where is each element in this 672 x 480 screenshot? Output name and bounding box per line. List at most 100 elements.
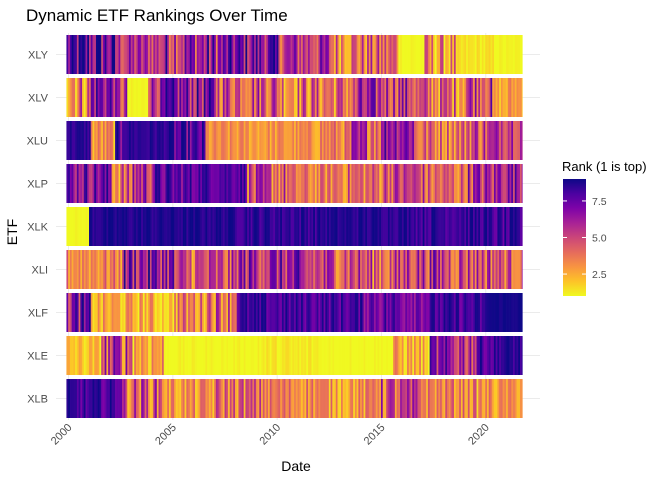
heatmap-cell (353, 379, 356, 418)
heatmap-cell (516, 207, 519, 246)
heatmap-cell (134, 250, 137, 289)
heatmap-cell (104, 35, 107, 74)
heatmap-cell (493, 78, 497, 117)
heatmap-cell (521, 121, 523, 160)
heatmap-cell (492, 207, 495, 246)
heatmap-cell (89, 293, 92, 332)
heatmap-cell (447, 35, 450, 74)
heatmap-cell (400, 164, 403, 203)
heatmap-cell (280, 293, 283, 332)
heatmap-cell (466, 250, 469, 289)
heatmap-cell (323, 336, 326, 375)
heatmap-cell (299, 250, 302, 289)
heatmap-cell (351, 207, 354, 246)
heatmap-cell (368, 336, 371, 375)
heatmap-cell (311, 121, 314, 160)
heatmap-cell (288, 250, 291, 289)
heatmap-cell (452, 250, 455, 289)
heatmap-cell (174, 379, 177, 418)
heatmap-cell (231, 293, 234, 332)
heatmap-cell (257, 121, 260, 160)
heatmap-cell (106, 250, 109, 289)
heatmap-cell (516, 379, 519, 418)
heatmap-cell (483, 336, 486, 375)
heatmap-cell (109, 379, 112, 418)
heatmap-cell (135, 121, 139, 160)
heatmap-cell (495, 121, 498, 160)
heatmap-cell (115, 379, 118, 418)
heatmap-cell (181, 250, 184, 289)
heatmap-cell (400, 35, 403, 74)
heatmap-cell (495, 78, 498, 117)
heatmap-cell (389, 336, 392, 375)
heatmap-cell (492, 293, 495, 332)
heatmap-cell (476, 207, 479, 246)
heatmap-cell (212, 293, 215, 332)
heatmap-cell (473, 35, 476, 74)
heatmap-cell (181, 379, 184, 418)
heatmap-cell (287, 379, 290, 418)
heatmap-cell (188, 78, 191, 117)
heatmap-cell (426, 379, 429, 418)
heatmap-cell (372, 293, 375, 332)
heatmap-cell (278, 336, 281, 375)
heatmap-cell (309, 379, 312, 418)
heatmap-cell (297, 121, 300, 160)
heatmap-cell (231, 207, 234, 246)
heatmap-cell (441, 250, 444, 289)
heatmap-cell (153, 336, 156, 375)
heatmap-cell (347, 379, 351, 418)
heatmap-cell (280, 164, 283, 203)
heatmap-cell (255, 379, 258, 418)
heatmap-cell (507, 35, 510, 74)
heatmap-cell (302, 207, 305, 246)
heatmap-cell (370, 78, 373, 117)
heatmap-cell (413, 293, 417, 332)
heatmap-cell (309, 293, 312, 332)
heatmap-cell (455, 336, 458, 375)
heatmap-cell (459, 336, 462, 375)
heatmap-cell (285, 35, 288, 74)
heatmap-cell (490, 164, 493, 203)
heatmap-cell (306, 250, 309, 289)
heatmap-cell (135, 293, 139, 332)
heatmap-cell (137, 379, 140, 418)
heatmap-cell (148, 78, 151, 117)
heatmap-cell (158, 121, 161, 160)
heatmap-cell (179, 164, 182, 203)
heatmap-cell (419, 78, 422, 117)
heatmap-cell (459, 293, 462, 332)
heatmap-cell (151, 336, 154, 375)
heatmap-cell (104, 379, 107, 418)
heatmap-cell (412, 379, 415, 418)
heatmap-cell (95, 78, 99, 117)
heatmap-cell (321, 164, 324, 203)
heatmap-cell (384, 250, 387, 289)
heatmap-cell (447, 336, 450, 375)
heatmap-cell (379, 78, 382, 117)
heatmap-cell (283, 379, 286, 418)
heatmap-cell (170, 164, 173, 203)
heatmap-cell (320, 293, 323, 332)
heatmap-cell (203, 293, 206, 332)
heatmap-cell (207, 207, 210, 246)
heatmap-cell (128, 336, 132, 375)
heatmap-cell (78, 207, 81, 246)
heatmap-cell (191, 207, 194, 246)
heatmap-cell (346, 293, 349, 332)
heatmap-cell (94, 78, 97, 117)
heatmap-cell (318, 164, 321, 203)
heatmap-cell (485, 336, 488, 375)
heatmap-cell (125, 164, 128, 203)
heatmap-cell (229, 164, 232, 203)
y-tick-label: XLP (27, 179, 48, 191)
heatmap-cell (271, 35, 274, 74)
heatmap-cell (287, 250, 290, 289)
heatmap-cell (372, 164, 375, 203)
heatmap-cell (382, 250, 385, 289)
heatmap-cell (68, 293, 71, 332)
heatmap-cell (115, 78, 118, 117)
heatmap-cell (118, 379, 121, 418)
heatmap-cell (295, 336, 298, 375)
heatmap-cell (130, 250, 133, 289)
